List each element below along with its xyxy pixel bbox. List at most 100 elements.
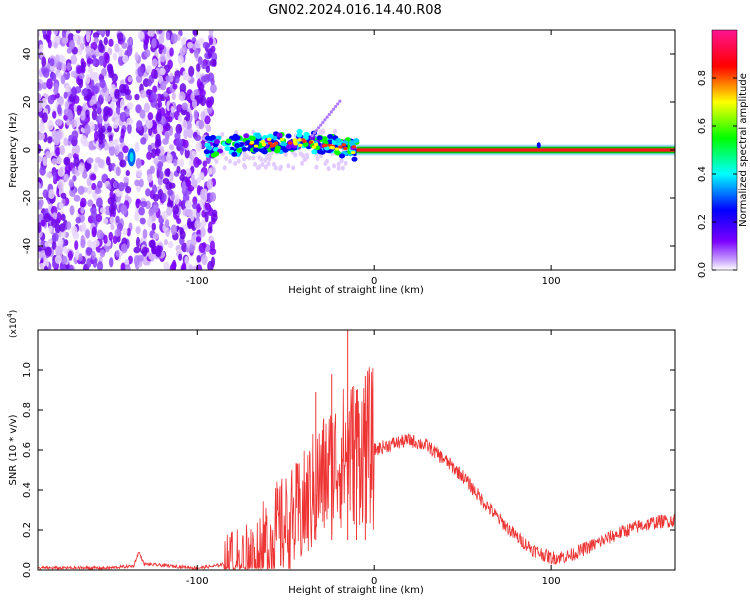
noise-dot [107,196,115,205]
band-peak [330,146,335,150]
faint-dot [278,164,283,170]
noise-dot [101,67,107,77]
noise-dot [161,192,167,203]
band-peak [249,140,255,145]
noise-dot [182,224,189,231]
noise-dot [91,103,98,111]
x-tick-label: 0 [371,276,377,287]
noise-dot [136,120,143,131]
noise-dot [72,231,80,240]
noise-dot [152,204,159,213]
noise-dot [72,33,79,43]
noise-dot [186,217,192,229]
noise-dot [93,163,98,173]
noise-dot [193,156,200,168]
noise-dot [182,139,189,149]
band-blob [276,132,283,138]
spike-core [129,152,134,163]
noise-dot [126,227,131,237]
noise-dot [169,171,174,183]
signal-blip [536,142,541,149]
noise-dot [108,145,116,157]
noise-dot [158,44,165,51]
streak-dot [321,120,325,124]
exponent-prefix: (x10 [9,317,19,338]
band-peak [253,144,259,148]
noise-dot [204,115,211,125]
noise-dot [86,162,92,170]
snr-plot-area [38,330,675,570]
noise-dot [53,30,59,36]
noise-dot [179,227,184,234]
noise-dot [164,219,170,228]
noise-dot [65,84,71,93]
faint-dot [315,156,320,162]
noise-dot [70,70,77,78]
noise-dot [148,208,155,216]
noise-dot [61,63,67,72]
noise-dot [135,198,140,209]
noise-dot [115,249,120,258]
noise-dot [155,133,161,145]
faint-dot [302,156,307,162]
spectrogram-y-ticks: -40 -20 0 20 40 [22,48,675,254]
snr-panel: -100 0 100 0.0 0.2 0.4 0.6 0.8 1.0 Height of st… [6,310,676,596]
noise-dot [97,180,103,189]
noise-dot [76,66,82,75]
noise-dot [187,184,195,192]
noise-dot [78,72,85,79]
colorbar-gradient [712,30,737,270]
noise-dot [57,104,62,115]
noise-dot [205,65,211,73]
signal-core [356,148,675,152]
noise-dot [73,117,81,128]
band-blob [252,140,259,146]
band-blob [252,147,259,153]
noise-dot [127,37,133,46]
faint-dot [326,166,331,172]
noise-dot [195,69,201,80]
noise-dot [54,223,61,234]
noise-dot [172,205,180,215]
noise-dot [163,261,170,270]
noise-dot [62,37,69,44]
spectrogram-x-label: Height of straight line (km) [288,285,424,296]
noise-dot [92,57,99,67]
noise-dot [126,117,134,125]
noise-dot [120,262,126,270]
exponent-suffix: ) [9,310,19,314]
noise-dot [158,34,165,45]
band-peak [302,139,307,143]
faint-dot [242,151,247,157]
streak-dot [312,131,316,135]
noise-dot [159,170,164,180]
noise-dot [172,83,178,90]
noise-dot [118,181,125,192]
noise-dot [78,253,83,262]
snr-y-label: SNR (10 * v/v) [8,414,19,485]
noise-dot [127,94,133,101]
noise-dot [38,238,41,246]
noise-dot [207,226,213,234]
noise-dot [78,105,83,112]
noise-dot [55,118,63,126]
noise-dot [92,85,99,95]
noise-dot [94,49,100,57]
faint-dot [320,128,325,134]
noise-dot [147,173,153,183]
colorbar-tick-label: 0.6 [697,118,708,134]
faint-dot [339,158,344,164]
noise-dot [127,76,133,83]
noise-dot [179,174,185,182]
noise-dot [210,78,215,86]
noise-dot [79,41,84,52]
colorbar-tick-label: 0.8 [697,70,708,86]
noise-dot [52,110,57,119]
noise-dot [99,30,105,35]
noise-dot [200,75,208,83]
noise-dot [55,245,61,256]
noise-dot [196,63,201,72]
noise-dot [134,52,139,62]
noise-dot [71,130,79,140]
noise-dot [167,189,174,196]
